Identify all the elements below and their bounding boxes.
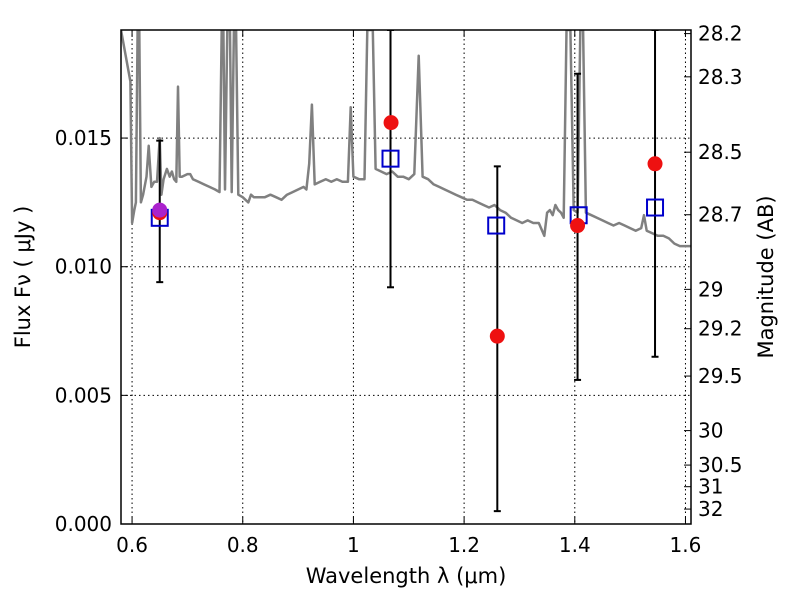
y2-axis-label: Magnitude (AB) <box>754 195 778 358</box>
mag-tick-label: 28.5 <box>698 140 743 164</box>
observed-photometry-point <box>570 218 586 234</box>
y-tick-label: 0.015 <box>55 126 112 150</box>
model-photometry-point <box>646 198 665 217</box>
x-tick-label: 1.6 <box>670 533 702 557</box>
x-tick-label: 1 <box>347 533 360 557</box>
model-photometry-point <box>381 149 400 168</box>
grid-lines <box>121 30 691 525</box>
x-tick-label: 1.2 <box>448 533 480 557</box>
observed-photometry-point <box>647 156 663 172</box>
tick-labels: 0.6 0.8 1 1.2 1.4 1.6 0.000 0.005 0.010 0.015 28.2… <box>55 22 743 557</box>
mag-tick-label: 30.5 <box>698 453 743 477</box>
observed-photometry-layer <box>152 115 663 344</box>
observed-photometry-point <box>383 115 399 131</box>
axis-ticks <box>121 30 691 525</box>
mag-tick-label: 29.2 <box>698 317 743 341</box>
x-tick-label: 0.8 <box>227 533 259 557</box>
mag-tick-label: 28.2 <box>698 22 743 46</box>
mag-tick-label: 32 <box>698 497 723 521</box>
mag-tick-label: 29.5 <box>698 364 743 388</box>
mag-tick-label: 28.7 <box>698 203 743 227</box>
x-tick-label: 1.4 <box>559 533 591 557</box>
y-tick-label: 0.010 <box>55 255 112 279</box>
observed-photometry-point <box>489 328 505 344</box>
y-axis-label: Flux Fν ( μJy ) <box>11 206 35 349</box>
plot-frame <box>120 29 692 525</box>
model-photometry-layer <box>150 149 665 235</box>
mag-tick-label: 30 <box>698 419 723 443</box>
mag-tick-label: 31 <box>698 475 723 499</box>
y-tick-label: 0.005 <box>55 383 112 407</box>
highlight-point <box>152 202 168 218</box>
x-tick-label: 0.6 <box>116 533 148 557</box>
y-tick-label: 0.000 <box>55 512 112 536</box>
mag-tick-label: 28.3 <box>698 65 743 89</box>
plot-area <box>121 30 691 513</box>
mag-tick-label: 29 <box>698 277 723 301</box>
model-photometry-point <box>487 216 506 235</box>
x-axis-label: Wavelength λ (μm) <box>306 564 507 588</box>
